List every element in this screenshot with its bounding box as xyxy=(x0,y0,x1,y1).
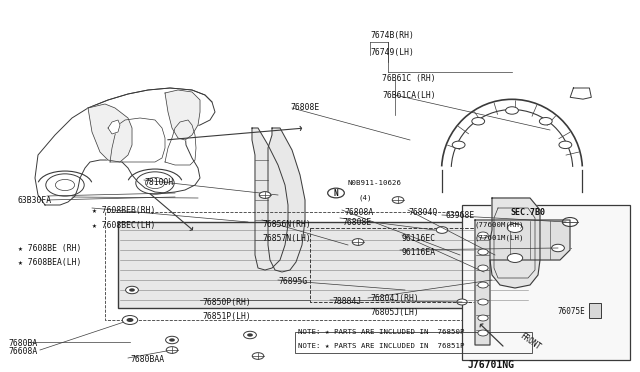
Text: NOTE: ★ PARTS ARE INCLUDED IN  76851P: NOTE: ★ PARTS ARE INCLUDED IN 76851P xyxy=(298,343,465,349)
Text: NOTE: ★ PARTS ARE INCLUDED IN  76850P: NOTE: ★ PARTS ARE INCLUDED IN 76850P xyxy=(298,329,465,335)
Text: 76895G: 76895G xyxy=(278,278,307,286)
Text: 76749(LH): 76749(LH) xyxy=(370,48,414,57)
Polygon shape xyxy=(252,128,288,270)
Text: 63B30FA: 63B30FA xyxy=(18,196,52,205)
Circle shape xyxy=(508,224,523,232)
Text: 96116EA: 96116EA xyxy=(402,247,436,257)
Circle shape xyxy=(169,338,175,341)
Bar xyxy=(479,267,489,281)
Polygon shape xyxy=(108,120,120,134)
Circle shape xyxy=(506,107,518,114)
Circle shape xyxy=(125,286,138,294)
Text: 76608A: 76608A xyxy=(8,347,37,356)
Text: N: N xyxy=(333,189,339,198)
Circle shape xyxy=(252,353,264,359)
Bar xyxy=(295,332,532,353)
Text: (77600M(RH): (77600M(RH) xyxy=(475,222,525,228)
Circle shape xyxy=(478,265,488,271)
Text: 76804J(RH): 76804J(RH) xyxy=(370,294,419,302)
Text: 7680BA: 7680BA xyxy=(8,340,37,349)
Text: 76857N(LH): 76857N(LH) xyxy=(262,234,311,243)
Text: 7680BAA: 7680BAA xyxy=(130,356,164,365)
Circle shape xyxy=(392,197,404,203)
Circle shape xyxy=(452,141,465,148)
Circle shape xyxy=(352,239,364,246)
Polygon shape xyxy=(165,90,200,140)
Text: 76B61C (RH): 76B61C (RH) xyxy=(382,74,436,83)
Text: 63968E: 63968E xyxy=(445,211,474,219)
Circle shape xyxy=(478,299,488,305)
Text: ★ 7608BE (RH): ★ 7608BE (RH) xyxy=(18,244,81,253)
Text: (4): (4) xyxy=(358,195,371,201)
Polygon shape xyxy=(268,128,305,272)
Text: 76856N(RH): 76856N(RH) xyxy=(262,219,311,228)
Circle shape xyxy=(478,330,488,336)
Text: 76B61CA(LH): 76B61CA(LH) xyxy=(382,90,436,99)
Circle shape xyxy=(129,288,135,292)
Text: ★ 7608BEA(LH): ★ 7608BEA(LH) xyxy=(18,257,81,266)
Circle shape xyxy=(540,118,552,125)
Text: 76075E: 76075E xyxy=(558,308,586,317)
Text: N0B911-10626: N0B911-10626 xyxy=(348,180,402,186)
Circle shape xyxy=(260,192,270,198)
Text: (77601M(LH): (77601M(LH) xyxy=(475,235,525,241)
Polygon shape xyxy=(118,222,530,308)
Polygon shape xyxy=(490,198,540,288)
Circle shape xyxy=(259,192,271,198)
Circle shape xyxy=(166,336,179,344)
Bar xyxy=(486,245,506,259)
Polygon shape xyxy=(35,88,215,205)
Text: 76850P(RH): 76850P(RH) xyxy=(202,298,251,307)
Text: 76808E: 76808E xyxy=(290,103,319,112)
Circle shape xyxy=(478,232,488,238)
Circle shape xyxy=(457,299,467,305)
Bar xyxy=(589,303,602,318)
Circle shape xyxy=(127,318,134,322)
Circle shape xyxy=(244,331,257,339)
Text: J76701NG: J76701NG xyxy=(468,360,515,370)
Text: 96116EC: 96116EC xyxy=(402,234,436,243)
Polygon shape xyxy=(475,220,570,345)
Text: 76805J(LH): 76805J(LH) xyxy=(370,308,419,317)
Circle shape xyxy=(122,315,138,324)
Text: 76804Q: 76804Q xyxy=(408,208,437,217)
Circle shape xyxy=(563,218,578,227)
Circle shape xyxy=(508,254,523,263)
Text: FRONT: FRONT xyxy=(518,332,542,352)
Circle shape xyxy=(247,333,253,337)
Circle shape xyxy=(552,244,564,252)
Text: ★ 7608BEB(RH): ★ 7608BEB(RH) xyxy=(92,205,156,215)
Text: 78884J: 78884J xyxy=(332,298,361,307)
Text: 76808E: 76808E xyxy=(342,218,371,227)
Circle shape xyxy=(166,347,178,353)
Circle shape xyxy=(478,249,488,255)
Circle shape xyxy=(478,315,488,321)
Text: 76851P(LH): 76851P(LH) xyxy=(202,311,251,321)
Circle shape xyxy=(559,141,572,148)
Circle shape xyxy=(478,282,488,288)
Polygon shape xyxy=(88,104,132,162)
Text: ★ 7608BEC(LH): ★ 7608BEC(LH) xyxy=(92,221,156,230)
Circle shape xyxy=(436,227,448,233)
Text: 7674B(RH): 7674B(RH) xyxy=(370,31,414,39)
Circle shape xyxy=(472,118,484,125)
Text: 76808A: 76808A xyxy=(344,208,373,217)
Text: SEC.7B0: SEC.7B0 xyxy=(510,208,545,217)
Bar xyxy=(462,205,630,360)
Text: 78100H: 78100H xyxy=(144,177,173,186)
Circle shape xyxy=(328,188,344,198)
